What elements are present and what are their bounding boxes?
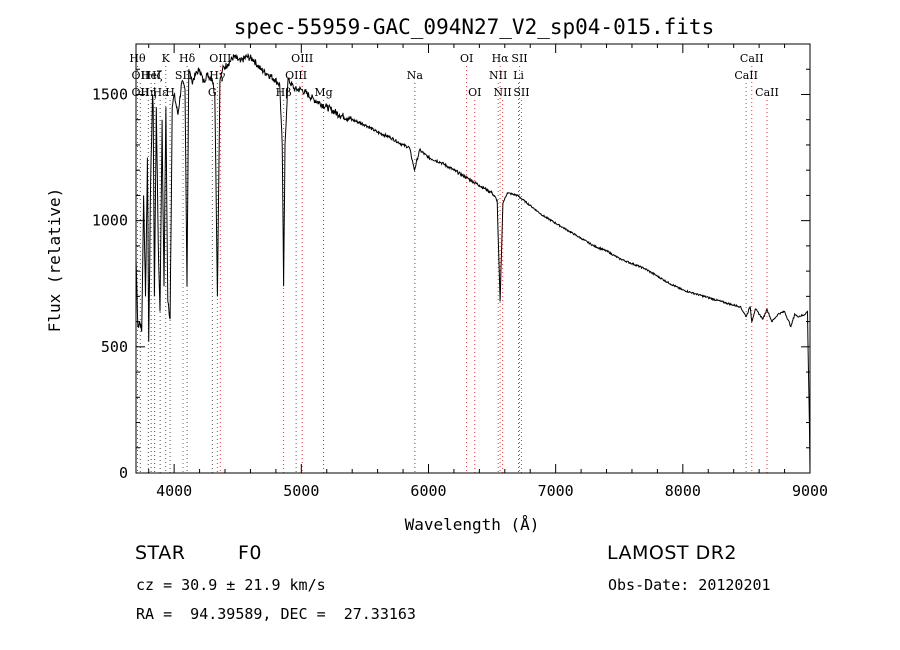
survey-name: LAMOST DR2 (607, 542, 737, 564)
spectral-line-label: NII (489, 69, 507, 82)
spectral-line-label: H (165, 86, 175, 99)
y-tick-label: 500 (101, 338, 128, 356)
y-tick-label: 1000 (92, 212, 128, 230)
spectral-line-label: SII (511, 52, 527, 65)
spectral-line-label: Hθ (129, 52, 146, 65)
spectral-line-label: OIII (285, 69, 307, 82)
y-axis-ticks: 0 500 1000 1500 (92, 43, 810, 482)
spectral-line-label: Na (407, 69, 424, 82)
spectral-line-label: CaII (740, 52, 764, 65)
spectral-line-label: OIII (291, 52, 313, 65)
spectral-line-label: Hε (153, 86, 169, 99)
x-axis-label: Wavelength (Å) (405, 515, 540, 534)
redshift-velocity: cz = 30.9 ± 21.9 km/s (136, 576, 326, 594)
spectral-line-label: OIII (209, 52, 231, 65)
spectral-line-label: SII (175, 69, 191, 82)
x-axis-ticks: 4000 5000 6000 7000 8000 9000 (148, 44, 828, 500)
spectral-line-labels: HθOIIOIIHηHeIHζHεKHSIIHδGHγOIIIHβOIIIOII… (129, 52, 778, 99)
x-tick-label: 7000 (538, 482, 574, 500)
spectral-line-label: Hδ (179, 52, 196, 65)
spectral-line-label: HeI (141, 69, 161, 82)
x-tick-label: 9000 (792, 482, 828, 500)
y-tick-label: 1500 (92, 85, 128, 103)
coordinates: RA = 94.39589, DEC = 27.33163 (136, 605, 416, 623)
spectral-line-label: OI (468, 86, 481, 99)
spectral-line-label: Mg (314, 86, 332, 99)
y-axis-label: Flux (relative) (45, 188, 64, 333)
spectrum-flux-line (135, 52, 811, 474)
spectral-line-label: Hα (492, 52, 510, 65)
spectral-line-markers (137, 66, 768, 473)
spectral-line-label: Hβ (276, 86, 292, 99)
plot-frame (135, 43, 811, 474)
spectral-line-label: CaII (755, 86, 779, 99)
chart-title: spec-55959-GAC_094N27_V2_sp04-015.fits (234, 15, 714, 39)
x-tick-label: 8000 (665, 482, 701, 500)
object-class: STAR (135, 542, 186, 564)
spectral-line-label: Li (513, 69, 524, 82)
x-tick-label: 5000 (283, 482, 319, 500)
spectral-line-label: Hζ (147, 69, 163, 82)
spectral-line-label: K (162, 52, 171, 65)
spectral-line-label: G (208, 86, 217, 99)
spectral-line-label: CaII (734, 69, 758, 82)
observation-date: Obs-Date: 20120201 (608, 576, 771, 594)
object-subclass: F0 (238, 542, 263, 564)
x-tick-label: 4000 (156, 482, 192, 500)
y-tick-label: 0 (119, 464, 128, 482)
spectral-line-label: NII (493, 86, 511, 99)
spectral-line-label: SII (513, 86, 529, 99)
spectral-line-label: OI (460, 52, 473, 65)
x-tick-label: 6000 (410, 482, 446, 500)
